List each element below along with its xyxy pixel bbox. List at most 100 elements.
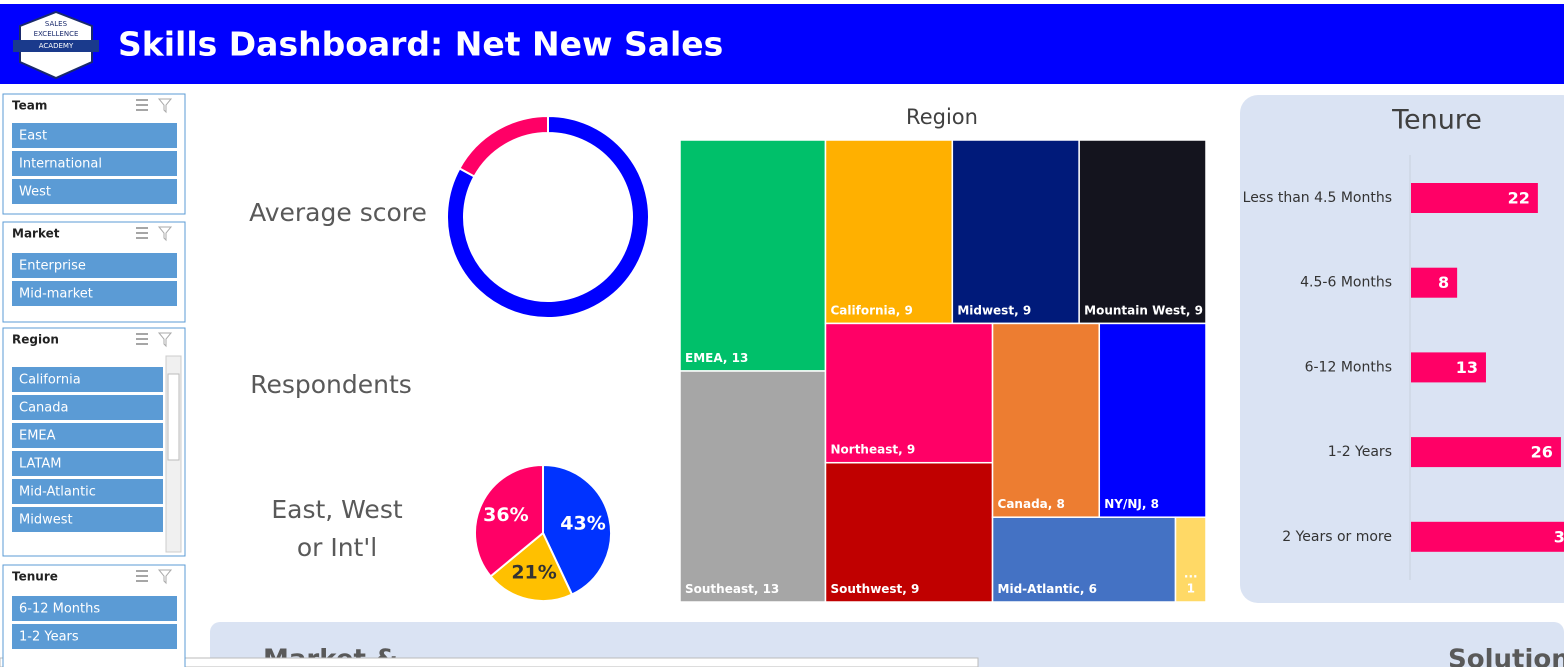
treemap-separator: , xyxy=(902,582,911,596)
treemap-value: 9 xyxy=(911,582,919,596)
data-label: 13 xyxy=(1456,358,1478,377)
multi-select-icon[interactable] xyxy=(136,99,148,111)
clear-filter-icon[interactable] xyxy=(157,98,173,114)
donut-slice xyxy=(458,114,549,178)
treemap-separator: , xyxy=(1014,303,1023,317)
slicer-item[interactable] xyxy=(12,423,163,448)
donut-slice xyxy=(446,114,650,319)
slicer-item-label: California xyxy=(19,373,81,388)
treemap-cell xyxy=(1078,139,1207,325)
category-label: 4.5-6 Months xyxy=(1300,275,1392,291)
treemap-category: Southwest xyxy=(830,582,902,596)
slicer-item-label: 6-12 Months xyxy=(19,602,100,617)
slicer-item[interactable] xyxy=(12,281,177,306)
treemap-value: 9 xyxy=(905,303,913,317)
multi-select-icon[interactable] xyxy=(136,570,148,582)
treemap-category: Southeast xyxy=(685,582,754,596)
treemap-label: Northeast, 9 xyxy=(830,442,915,456)
data-label: 26 xyxy=(1531,443,1553,462)
treemap-separator: , xyxy=(723,351,732,365)
treemap-label: Midwest, 9 xyxy=(957,303,1031,317)
slicer-item[interactable] xyxy=(12,253,177,278)
treemap-category: California xyxy=(830,303,895,317)
slicer-scroll-thumb[interactable] xyxy=(167,373,180,461)
treemap-category: NY/NJ xyxy=(1104,497,1142,511)
clear-filter-icon[interactable] xyxy=(157,332,173,348)
category-label: 6-12 Months xyxy=(1305,359,1392,375)
scrollbar[interactable] xyxy=(0,657,979,667)
pie-slice xyxy=(474,463,544,578)
data-label: 22 xyxy=(1508,189,1530,208)
treemap-label: Canada, 8 xyxy=(998,497,1065,511)
bar xyxy=(1411,352,1486,383)
treemap-separator: , xyxy=(1080,582,1089,596)
treemap-separator: , xyxy=(898,442,907,456)
category-label: 2 Years or more xyxy=(1282,529,1392,545)
slicer-item-label: International xyxy=(19,157,102,172)
treemap-category: Northeast xyxy=(830,442,898,456)
slicer-title: Team xyxy=(12,99,47,113)
multi-select-icon[interactable] xyxy=(136,333,148,345)
label: Respondents xyxy=(250,370,412,399)
bar xyxy=(1411,521,1564,552)
chart-title: East, West xyxy=(271,495,402,524)
treemap-value: 9 xyxy=(1023,303,1031,317)
slicer-item[interactable] xyxy=(12,479,163,504)
slicer-item-label: Enterprise xyxy=(19,259,86,274)
treemap-cell xyxy=(824,461,994,603)
bar xyxy=(1411,437,1561,468)
treemap-separator: , xyxy=(896,303,905,317)
treemap-cell xyxy=(991,516,1177,603)
slicer-item[interactable] xyxy=(12,451,163,476)
slicer-item[interactable] xyxy=(12,179,177,204)
treemap-label: Mountain West, 9 xyxy=(1084,303,1203,317)
slicer-title: Tenure xyxy=(12,570,58,584)
treemap-category: EMEA xyxy=(685,351,723,365)
data-label: 8 xyxy=(1438,273,1449,292)
treemap-value: 8 xyxy=(1151,497,1159,511)
slicer-item-label: Canada xyxy=(19,401,68,416)
pie-slice xyxy=(542,463,612,596)
slicer-item-label: Mid-Atlantic xyxy=(19,485,96,500)
slicer-item[interactable] xyxy=(12,395,163,420)
slicer-item-label: 1-2 Years xyxy=(19,630,79,645)
treemap-value: 13 xyxy=(763,582,780,596)
logo xyxy=(13,10,99,80)
logo-text: SALES xyxy=(45,20,68,28)
category-label: Less than 4.5 Months xyxy=(1243,190,1392,206)
footer-panel xyxy=(210,622,1564,667)
slicer-item-label: West xyxy=(19,185,51,200)
slicer-item[interactable] xyxy=(12,596,177,621)
multi-select-icon[interactable] xyxy=(136,227,148,239)
treemap-cell xyxy=(679,139,827,372)
bar xyxy=(1411,183,1538,213)
treemap-label: EMEA, 13 xyxy=(685,351,748,365)
treemap-value: 6 xyxy=(1089,582,1097,596)
slicer-item-label: Mid-market xyxy=(19,287,93,302)
treemap-label: California, 9 xyxy=(830,303,912,317)
data-label: 21% xyxy=(511,562,556,584)
treemap-cell xyxy=(824,322,994,464)
treemap-category: Midwest xyxy=(957,303,1014,317)
logo-text: EXCELLENCE xyxy=(34,30,79,38)
slicer-item[interactable] xyxy=(12,507,163,532)
treemap-value: 9 xyxy=(907,442,915,456)
slicer-title: Region xyxy=(12,333,59,347)
slicer-item[interactable] xyxy=(12,367,163,392)
treemap-separator: , xyxy=(1186,303,1195,317)
slicer-item-label: East xyxy=(19,129,47,144)
treemap-label: Mid-Atlantic, 6 xyxy=(998,582,1097,596)
clear-filter-icon[interactable] xyxy=(157,569,173,585)
treemap-label: Southwest, 9 xyxy=(830,582,919,596)
treemap-value: 9 xyxy=(1195,303,1203,317)
data-label: 30 xyxy=(1554,527,1564,546)
chart-title: or Int'l xyxy=(297,533,377,562)
clear-filter-icon[interactable] xyxy=(157,226,173,242)
category-label: 1-2 Years xyxy=(1328,444,1392,460)
treemap-value: 13 xyxy=(732,351,749,365)
slicer-item[interactable] xyxy=(12,624,177,649)
slicer-item[interactable] xyxy=(12,151,177,176)
chart-title: Region xyxy=(906,105,978,129)
slicer-item[interactable] xyxy=(12,123,177,148)
